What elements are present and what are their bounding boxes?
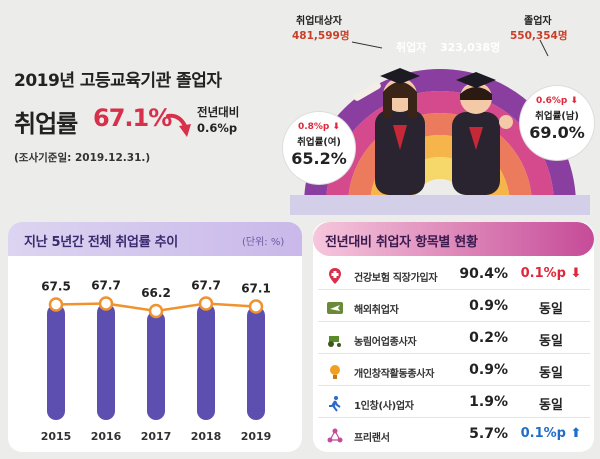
trend-bar <box>147 311 165 420</box>
yoy-value: 0.6%p <box>197 121 238 135</box>
network-icon <box>327 428 343 443</box>
tractor-icon <box>328 336 341 347</box>
employed-value: 323,038명 <box>440 41 501 54</box>
trend-year-label: 2016 <box>91 430 122 443</box>
graduates-label: 졸업자 <box>524 16 552 27</box>
category-row: 1인창(사)업자 1.9% 동일 <box>318 390 590 418</box>
hospital-icon <box>329 268 341 284</box>
female-rate-label: 취업률(여) <box>297 137 341 148</box>
category-pct: 0.9% <box>469 362 508 378</box>
trend-year-label: 2017 <box>141 430 172 443</box>
category-pct: 0.2% <box>469 330 508 346</box>
category-row: 개인창작활동종사자 0.9% 동일 <box>318 358 590 386</box>
trend-bar <box>247 306 265 420</box>
category-change: 동일 <box>539 398 563 413</box>
category-pct: 5.7% <box>469 426 508 442</box>
employed-label: 취업자 <box>396 41 427 54</box>
trend-year-label: 2018 <box>191 430 222 443</box>
trend-value-label: 67.1 <box>241 282 271 296</box>
trend-value-label: 67.7 <box>191 279 221 293</box>
trend-panel-unit: (단위: %) <box>242 237 285 248</box>
category-name: 1인창(사)업자 <box>354 401 414 412</box>
category-change: 0.1%p ⬆ <box>520 426 582 441</box>
female-rate-change: 0.8%p ⬇ <box>297 122 341 132</box>
category-pct: 0.9% <box>469 298 508 314</box>
category-change: 동일 <box>539 334 563 349</box>
category-name: 건강보험 직장가입자 <box>354 273 438 284</box>
arrow-down-icon: ⬇ <box>329 122 341 132</box>
reference-date: (조사기준일: 2019.12.31.) <box>14 152 151 164</box>
category-row: 건강보험 직장가입자 90.4% 0.1%p ⬇ <box>318 262 590 290</box>
female-graduate-figure <box>353 68 425 195</box>
graduates-value: 550,354명 <box>510 30 568 42</box>
trend-year-label: 2019 <box>241 430 272 443</box>
category-pct: 1.9% <box>469 394 508 410</box>
arrow-up-icon: ⬆ <box>565 426 582 441</box>
category-row: 농림어업종사자 0.2% 동일 <box>318 326 590 354</box>
trend-point <box>198 296 214 311</box>
trend-point <box>98 296 114 311</box>
trend-panel-title: 지난 5년간 전체 취업률 추이 <box>24 235 178 250</box>
category-name: 해외취업자 <box>354 305 399 316</box>
category-panel <box>313 222 594 452</box>
lightbulb-icon <box>330 365 340 379</box>
plane-icon <box>327 302 343 314</box>
trend-point <box>248 299 264 314</box>
male-rate-bubble: 0.6%p ⬇ 취업률(남) 69.0% <box>520 86 594 160</box>
arrow-down-icon: ⬇ <box>565 266 582 281</box>
yoy-label: 전년대비 <box>197 105 240 119</box>
trend-panel-header <box>8 222 302 256</box>
category-name: 프리랜서 <box>354 433 390 444</box>
male-rate-label: 취업률(남) <box>535 111 579 122</box>
male-rate-change: 0.6%p ⬇ <box>535 96 579 106</box>
page-title: 2019년 고등교육기관 졸업자 <box>14 71 222 91</box>
target-value: 481,599명 <box>292 30 350 42</box>
trend-point <box>48 297 64 312</box>
trend-year-label: 2015 <box>41 430 72 443</box>
category-row: 프리랜서 5.7% 0.1%p ⬆ <box>318 422 590 449</box>
male-rate-value: 69.0% <box>529 123 585 142</box>
employment-rate-label: 취업률 <box>14 110 78 138</box>
employment-rate-value: 67.1% <box>93 104 172 132</box>
annotation-lines <box>351 39 549 57</box>
trend-bar <box>197 303 215 420</box>
female-rate-value: 65.2% <box>291 149 347 168</box>
category-name: 개인창작활동종사자 <box>354 369 435 380</box>
trend-bar <box>47 304 65 420</box>
trend-bar <box>97 303 115 420</box>
trend-down-arrow-icon <box>166 113 191 137</box>
category-name: 농림어업종사자 <box>354 337 417 348</box>
trend-value-label: 67.7 <box>91 279 121 293</box>
trend-chart: 67.5 2015 67.7 2016 66.2 2017 67.7 2018 67.1 2019 <box>41 279 272 444</box>
category-row: 해외취업자 0.9% 동일 <box>318 294 590 322</box>
person-run-icon <box>329 396 341 412</box>
trend-point <box>148 303 164 319</box>
trend-value-label: 66.2 <box>141 286 171 300</box>
trend-value-label: 67.5 <box>41 280 71 294</box>
male-graduate-figure <box>452 72 513 195</box>
category-change: 동일 <box>539 366 563 381</box>
category-change: 동일 <box>539 302 563 317</box>
female-rate-bubble: 0.8%p ⬇ 취업률(여) 65.2% <box>283 112 355 184</box>
category-panel-title: 전년대비 취업자 항목별 현황 <box>325 235 478 250</box>
target-label: 취업대상자 <box>296 16 342 27</box>
arrow-down-icon: ⬇ <box>567 96 579 106</box>
category-pct: 90.4% <box>459 266 508 282</box>
category-panel-header <box>313 222 594 256</box>
category-change: 0.1%p ⬇ <box>520 266 582 281</box>
